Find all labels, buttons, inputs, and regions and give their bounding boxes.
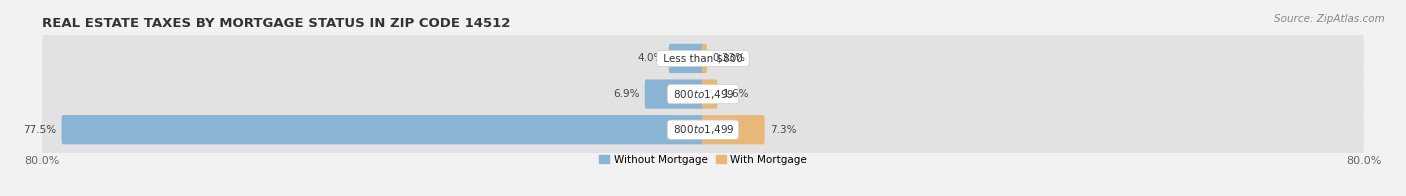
Text: 7.3%: 7.3% bbox=[770, 125, 796, 135]
Legend: Without Mortgage, With Mortgage: Without Mortgage, With Mortgage bbox=[595, 151, 811, 169]
FancyBboxPatch shape bbox=[702, 79, 717, 109]
Text: 0.33%: 0.33% bbox=[713, 54, 745, 64]
Text: REAL ESTATE TAXES BY MORTGAGE STATUS IN ZIP CODE 14512: REAL ESTATE TAXES BY MORTGAGE STATUS IN … bbox=[42, 17, 510, 30]
FancyBboxPatch shape bbox=[645, 79, 704, 109]
Text: 77.5%: 77.5% bbox=[22, 125, 56, 135]
FancyBboxPatch shape bbox=[42, 63, 1364, 125]
FancyBboxPatch shape bbox=[669, 44, 704, 73]
FancyBboxPatch shape bbox=[702, 44, 707, 73]
Text: 6.9%: 6.9% bbox=[613, 89, 640, 99]
FancyBboxPatch shape bbox=[42, 99, 1364, 161]
Text: 1.6%: 1.6% bbox=[723, 89, 749, 99]
Text: 4.0%: 4.0% bbox=[637, 54, 664, 64]
Text: $800 to $1,499: $800 to $1,499 bbox=[671, 88, 735, 101]
FancyBboxPatch shape bbox=[702, 115, 765, 144]
Text: Source: ZipAtlas.com: Source: ZipAtlas.com bbox=[1274, 14, 1385, 24]
Text: $800 to $1,499: $800 to $1,499 bbox=[671, 123, 735, 136]
FancyBboxPatch shape bbox=[42, 27, 1364, 90]
Text: Less than $800: Less than $800 bbox=[659, 54, 747, 64]
FancyBboxPatch shape bbox=[62, 115, 704, 144]
